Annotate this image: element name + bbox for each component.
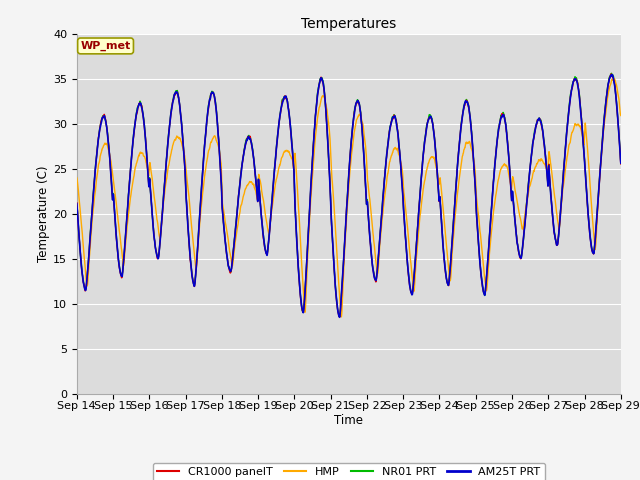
- Line: HMP: HMP: [77, 79, 621, 317]
- CR1000 panelT: [507, 187, 515, 193]
- Text: WP_met: WP_met: [81, 41, 131, 51]
- AM25T PRT: [336, 314, 344, 320]
- NR01 PRT: [584, 208, 592, 214]
- CR1000 panelT: [225, 263, 232, 269]
- AM25T PRT: [584, 210, 592, 216]
- CR1000 panelT: [584, 211, 592, 216]
- CR1000 panelT: [569, 81, 577, 87]
- NR01 PRT: [607, 71, 615, 76]
- AM25T PRT: [569, 80, 577, 86]
- AM25T PRT: [73, 201, 81, 206]
- AM25T PRT: [365, 216, 372, 222]
- AM25T PRT: [507, 186, 515, 192]
- X-axis label: Time: Time: [334, 414, 364, 427]
- NR01 PRT: [617, 158, 625, 164]
- NR01 PRT: [73, 198, 81, 204]
- HMP: [73, 175, 81, 180]
- CR1000 panelT: [607, 71, 615, 77]
- HMP: [611, 76, 618, 82]
- Title: Temperatures: Temperatures: [301, 17, 396, 31]
- AM25T PRT: [617, 160, 625, 166]
- Y-axis label: Temperature (C): Temperature (C): [37, 165, 50, 262]
- Line: NR01 PRT: NR01 PRT: [77, 73, 621, 317]
- HMP: [376, 236, 384, 241]
- HMP: [225, 240, 232, 245]
- CR1000 panelT: [73, 200, 81, 205]
- CR1000 panelT: [617, 161, 625, 167]
- AM25T PRT: [376, 227, 384, 233]
- NR01 PRT: [335, 314, 343, 320]
- HMP: [584, 154, 592, 159]
- HMP: [507, 183, 515, 189]
- Line: AM25T PRT: AM25T PRT: [77, 75, 621, 317]
- NR01 PRT: [376, 227, 384, 233]
- HMP: [365, 186, 372, 192]
- NR01 PRT: [225, 264, 232, 269]
- AM25T PRT: [609, 72, 616, 78]
- NR01 PRT: [569, 80, 577, 86]
- NR01 PRT: [365, 216, 372, 222]
- NR01 PRT: [507, 186, 515, 192]
- HMP: [617, 113, 625, 119]
- CR1000 panelT: [376, 229, 384, 235]
- AM25T PRT: [225, 264, 232, 269]
- HMP: [569, 128, 577, 134]
- Line: CR1000 panelT: CR1000 panelT: [77, 74, 621, 317]
- CR1000 panelT: [365, 217, 372, 223]
- Legend: CR1000 panelT, HMP, NR01 PRT, AM25T PRT: CR1000 panelT, HMP, NR01 PRT, AM25T PRT: [152, 463, 545, 480]
- CR1000 panelT: [336, 314, 344, 320]
- HMP: [337, 314, 345, 320]
